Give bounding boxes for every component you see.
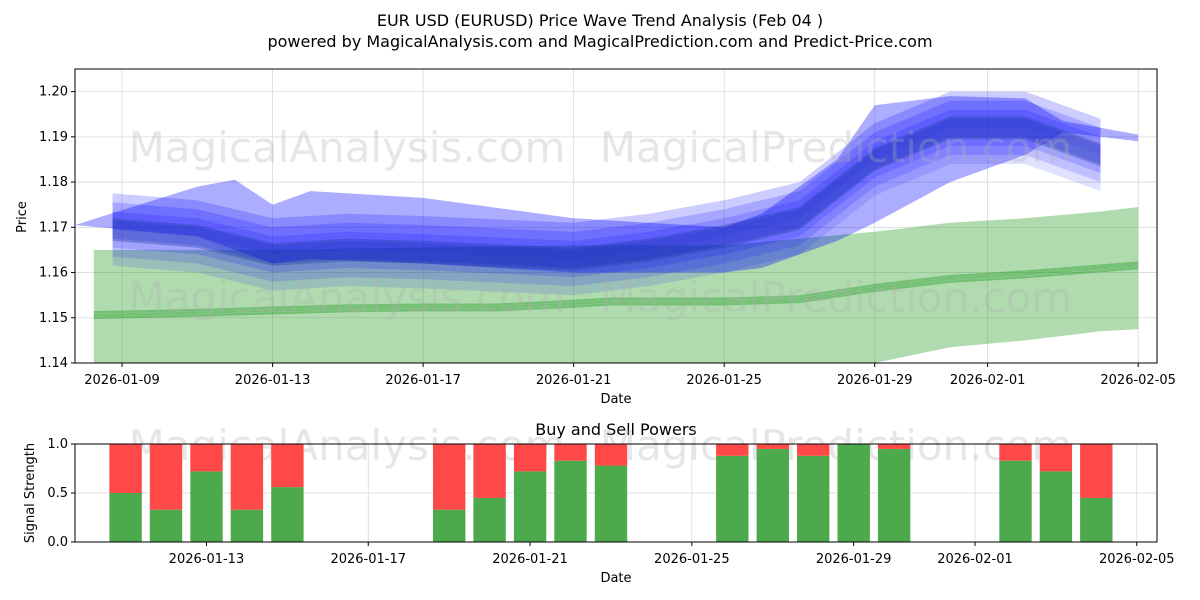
buy-bar — [433, 509, 466, 542]
price-y-tick-label: 1.16 — [39, 266, 68, 281]
buy-bar — [877, 448, 911, 542]
sell-bar — [109, 444, 142, 493]
watermark-prediction-2: MagicalPrediction.com — [600, 273, 1073, 322]
power-x-tick-label: 2026-01-25 — [654, 552, 730, 567]
sell-bar — [756, 444, 789, 449]
power-y-tick-label: 1.0 — [47, 437, 68, 452]
price-x-ticks: 2026-01-09 2026-01-13 2026-01-17 2026-01-21… — [84, 363, 1176, 388]
buy-bar — [109, 493, 142, 542]
price-x-tick-label: 2026-01-21 — [536, 373, 612, 388]
green-envelope-band — [93, 207, 1139, 363]
buy-bar — [999, 460, 1032, 542]
price-y-axis-label: Price — [15, 201, 30, 233]
power-x-tick-label: 2026-01-17 — [330, 552, 406, 567]
watermark-prediction: MagicalPrediction.com — [600, 123, 1073, 172]
blue-wave-band — [112, 91, 1101, 259]
price-chart-frame — [74, 68, 1158, 364]
sell-bar — [149, 444, 183, 510]
power-y-axis-label: Signal Strength — [23, 443, 38, 543]
watermark-analysis-2: MagicalAnalysis.com — [129, 273, 566, 322]
sell-bar — [271, 444, 304, 488]
power-x-tick-label: 2026-01-29 — [816, 552, 892, 567]
sell-bar — [554, 444, 587, 461]
price-x-tick-label: 2026-01-09 — [84, 373, 160, 388]
buy-bar — [716, 455, 749, 542]
price-y-ticks: 1.14 1.15 1.16 1.17 1.18 1.19 1.20 — [39, 85, 75, 371]
watermark-analysis: MagicalAnalysis.com — [129, 123, 566, 172]
power-x-tick-label: 2026-01-21 — [492, 552, 568, 567]
blue-core-band — [112, 116, 1101, 271]
buy-bar — [190, 471, 223, 542]
sell-bar — [1080, 444, 1113, 498]
price-y-tick-label: 1.19 — [39, 130, 68, 145]
sell-bar — [797, 444, 830, 456]
sell-bar — [877, 444, 911, 449]
sell-bar — [230, 444, 264, 510]
green-center-line — [93, 261, 1139, 314]
power-x-tick-label: 2026-02-01 — [937, 552, 1013, 567]
price-chart-grid — [75, 69, 1157, 364]
blue-envelope-band — [75, 96, 1139, 273]
sell-bar — [190, 444, 223, 472]
price-y-tick-label: 1.17 — [39, 220, 68, 235]
chart-title: EUR USD (EURUSD) Price Wave Trend Analys… — [377, 11, 823, 30]
buy-bar — [230, 509, 264, 542]
power-chart: Buy and Sell Powers MagicalAnalysis.com … — [23, 420, 1175, 586]
sell-bar — [594, 444, 628, 466]
sell-bar — [433, 444, 466, 510]
buy-bar — [837, 444, 870, 542]
buy-bar — [473, 497, 506, 542]
price-chart: MagicalAnalysis.com MagicalPrediction.co… — [15, 68, 1176, 407]
power-x-tick-label: 2026-02-05 — [1099, 552, 1175, 567]
chart-subtitle: powered by MagicalAnalysis.com and Magic… — [267, 32, 932, 51]
buy-bar — [149, 509, 183, 542]
price-x-tick-label: 2026-01-25 — [686, 373, 762, 388]
buy-bar — [1080, 497, 1113, 542]
price-x-tick-label: 2026-02-05 — [1100, 373, 1176, 388]
power-bars — [109, 444, 1113, 542]
sell-bar — [513, 444, 547, 472]
power-x-ticks: 2026-01-13 2026-01-17 2026-01-21 2026-01-25… — [169, 542, 1175, 567]
price-x-tick-label: 2026-01-17 — [385, 373, 461, 388]
price-chart-bands — [75, 91, 1139, 363]
blue-wave-band — [112, 109, 1101, 278]
price-x-tick-label: 2026-02-01 — [950, 373, 1026, 388]
price-y-tick-label: 1.15 — [39, 311, 68, 326]
power-y-ticks: 0.0 0.5 1.0 — [47, 437, 75, 550]
price-x-tick-label: 2026-01-29 — [837, 373, 913, 388]
power-x-axis-label: Date — [600, 571, 631, 586]
blue-wave-band — [112, 127, 1101, 296]
buy-bar — [271, 487, 304, 542]
green-center-line — [93, 264, 1139, 317]
blue-wave-band — [112, 100, 1101, 268]
sell-bar — [716, 444, 749, 456]
sell-bar — [999, 444, 1032, 461]
price-x-tick-label: 2026-01-13 — [235, 373, 311, 388]
power-x-tick-label: 2026-01-13 — [169, 552, 245, 567]
buy-bar — [594, 465, 628, 542]
sell-bar — [473, 444, 506, 498]
watermark-prediction-3: MagicalPrediction.com — [600, 421, 1073, 470]
price-x-axis-label: Date — [600, 392, 631, 407]
buy-bar — [797, 455, 830, 542]
blue-wave-band — [112, 118, 1101, 287]
sell-bar — [1039, 444, 1073, 472]
price-y-tick-label: 1.20 — [39, 85, 68, 100]
buy-bar — [1039, 471, 1073, 542]
power-y-tick-label: 0.5 — [47, 486, 68, 501]
price-y-tick-label: 1.14 — [39, 356, 68, 371]
price-y-tick-label: 1.18 — [39, 175, 68, 190]
power-y-tick-label: 0.0 — [47, 535, 68, 550]
power-chart-title: Buy and Sell Powers — [535, 420, 697, 439]
buy-bar — [513, 471, 547, 542]
green-center-line — [93, 266, 1139, 320]
buy-bar — [756, 448, 789, 542]
buy-bar — [554, 460, 587, 542]
